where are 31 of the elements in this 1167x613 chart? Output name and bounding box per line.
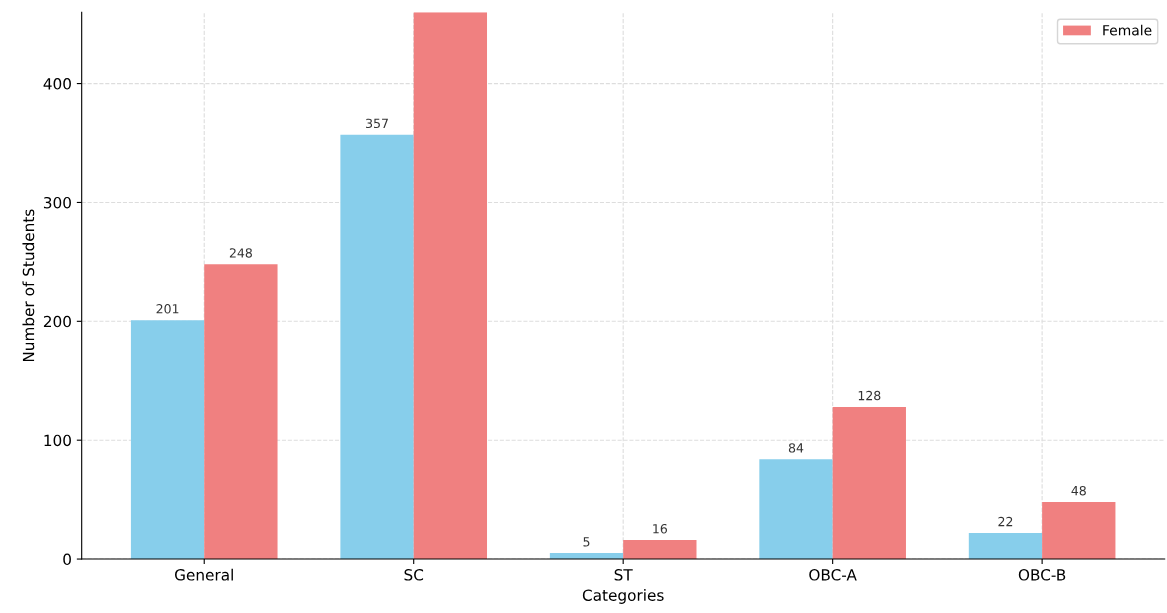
- x-tick-label: OBC-A: [809, 569, 857, 581]
- data-label: 48: [1071, 485, 1086, 496]
- x-axis-title: Categories: [582, 589, 664, 604]
- bar: [204, 264, 278, 560]
- bar: [759, 459, 833, 560]
- bar: [832, 406, 906, 560]
- bar: [130, 320, 205, 560]
- bar: [623, 540, 697, 560]
- x-tick-label: SC: [404, 569, 424, 581]
- data-label: 201: [156, 304, 179, 314]
- x-tick-label: General: [174, 568, 233, 581]
- x-tick-label: OBC-B: [1018, 569, 1066, 581]
- data-label: 128: [858, 390, 881, 401]
- y-tick-label: 100: [44, 434, 71, 447]
- legend-label: Female: [1103, 24, 1152, 36]
- bar: [968, 532, 1043, 560]
- y-tick-label: 0: [63, 553, 71, 566]
- bar: [1042, 502, 1116, 560]
- data-label: 84: [788, 443, 804, 453]
- data-label: 357: [366, 118, 388, 129]
- y-axis-title: Number of Students: [22, 209, 35, 362]
- data-label: 22: [998, 516, 1013, 527]
- y-tick-label: 200: [43, 315, 71, 328]
- data-label: 248: [229, 248, 252, 258]
- x-tick-label: ST: [614, 569, 633, 581]
- data-label: 5: [583, 537, 590, 547]
- data-label: 16: [653, 523, 667, 534]
- y-tick-label: 300: [43, 196, 71, 209]
- y-tick-label: 400: [43, 78, 71, 90]
- bar: [340, 134, 414, 560]
- bar: [413, 12, 488, 560]
